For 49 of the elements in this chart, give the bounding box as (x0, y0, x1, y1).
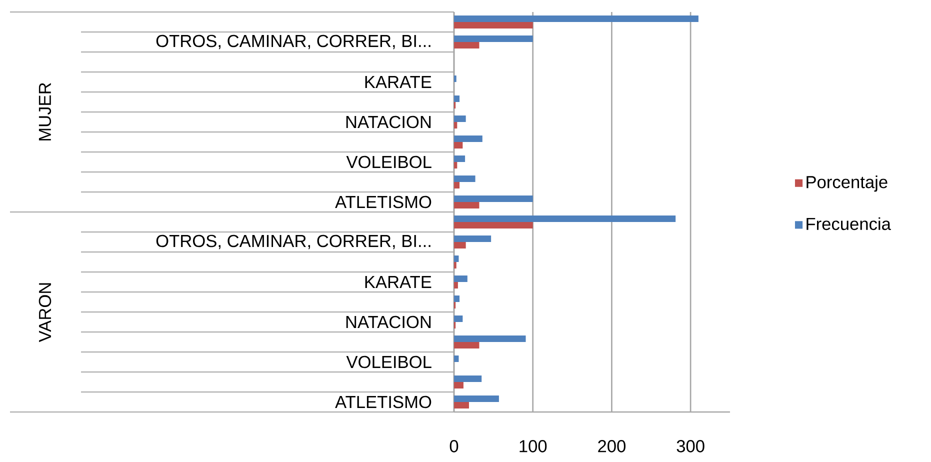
bar (454, 22, 533, 29)
y-tick-label: OTROS, CAMINAR, CORRER, BI... (156, 34, 430, 50)
bar (454, 116, 466, 122)
bar (454, 336, 526, 342)
bar (454, 182, 460, 189)
text: VARON (38, 283, 52, 342)
bar (454, 222, 533, 229)
bar (454, 122, 458, 129)
bar (454, 176, 476, 182)
bar (454, 276, 468, 282)
bar (454, 36, 533, 42)
bar (454, 236, 492, 242)
legend-label: Porcentaje (806, 176, 888, 192)
bar (454, 316, 463, 322)
bar (454, 136, 482, 142)
x-tick-label: 200 (598, 440, 626, 452)
bar (454, 202, 480, 209)
bar (454, 376, 482, 382)
bar (454, 42, 480, 49)
bar (454, 356, 459, 362)
y-tick-label: ATLETISMO (335, 396, 432, 408)
bar (454, 162, 458, 169)
y-tick-label: NATACION (346, 316, 431, 328)
y-tick-label: KARATE (365, 276, 432, 288)
bar (454, 282, 458, 289)
bar (454, 142, 463, 149)
bar (454, 216, 676, 222)
bar (454, 256, 459, 262)
bar (454, 382, 464, 389)
x-tick-label: 300 (676, 440, 704, 452)
y-tick-label: VOLEIBOL (346, 356, 432, 368)
y-tick-label: NATACION (346, 116, 431, 128)
bar (454, 156, 466, 162)
bar (454, 196, 533, 202)
y-tick-label: VOLEIBOL (346, 156, 432, 168)
bar (454, 342, 480, 349)
bar (454, 396, 499, 402)
bar (454, 242, 466, 249)
bar (454, 16, 698, 22)
x-tick-label: 100 (520, 440, 547, 452)
y-tick-label: KARATE (365, 76, 432, 88)
y-tick-label: ATLETISMO (335, 196, 432, 208)
bar (454, 402, 469, 409)
x-tick-label: 0 (450, 440, 458, 452)
bar (454, 296, 460, 302)
legend-label: Frecuencia (806, 217, 891, 230)
text: MUJER (38, 82, 52, 140)
bar (454, 96, 460, 102)
y-tick-label: OTROS, CAMINAR, CORRER, BI... (156, 234, 430, 250)
